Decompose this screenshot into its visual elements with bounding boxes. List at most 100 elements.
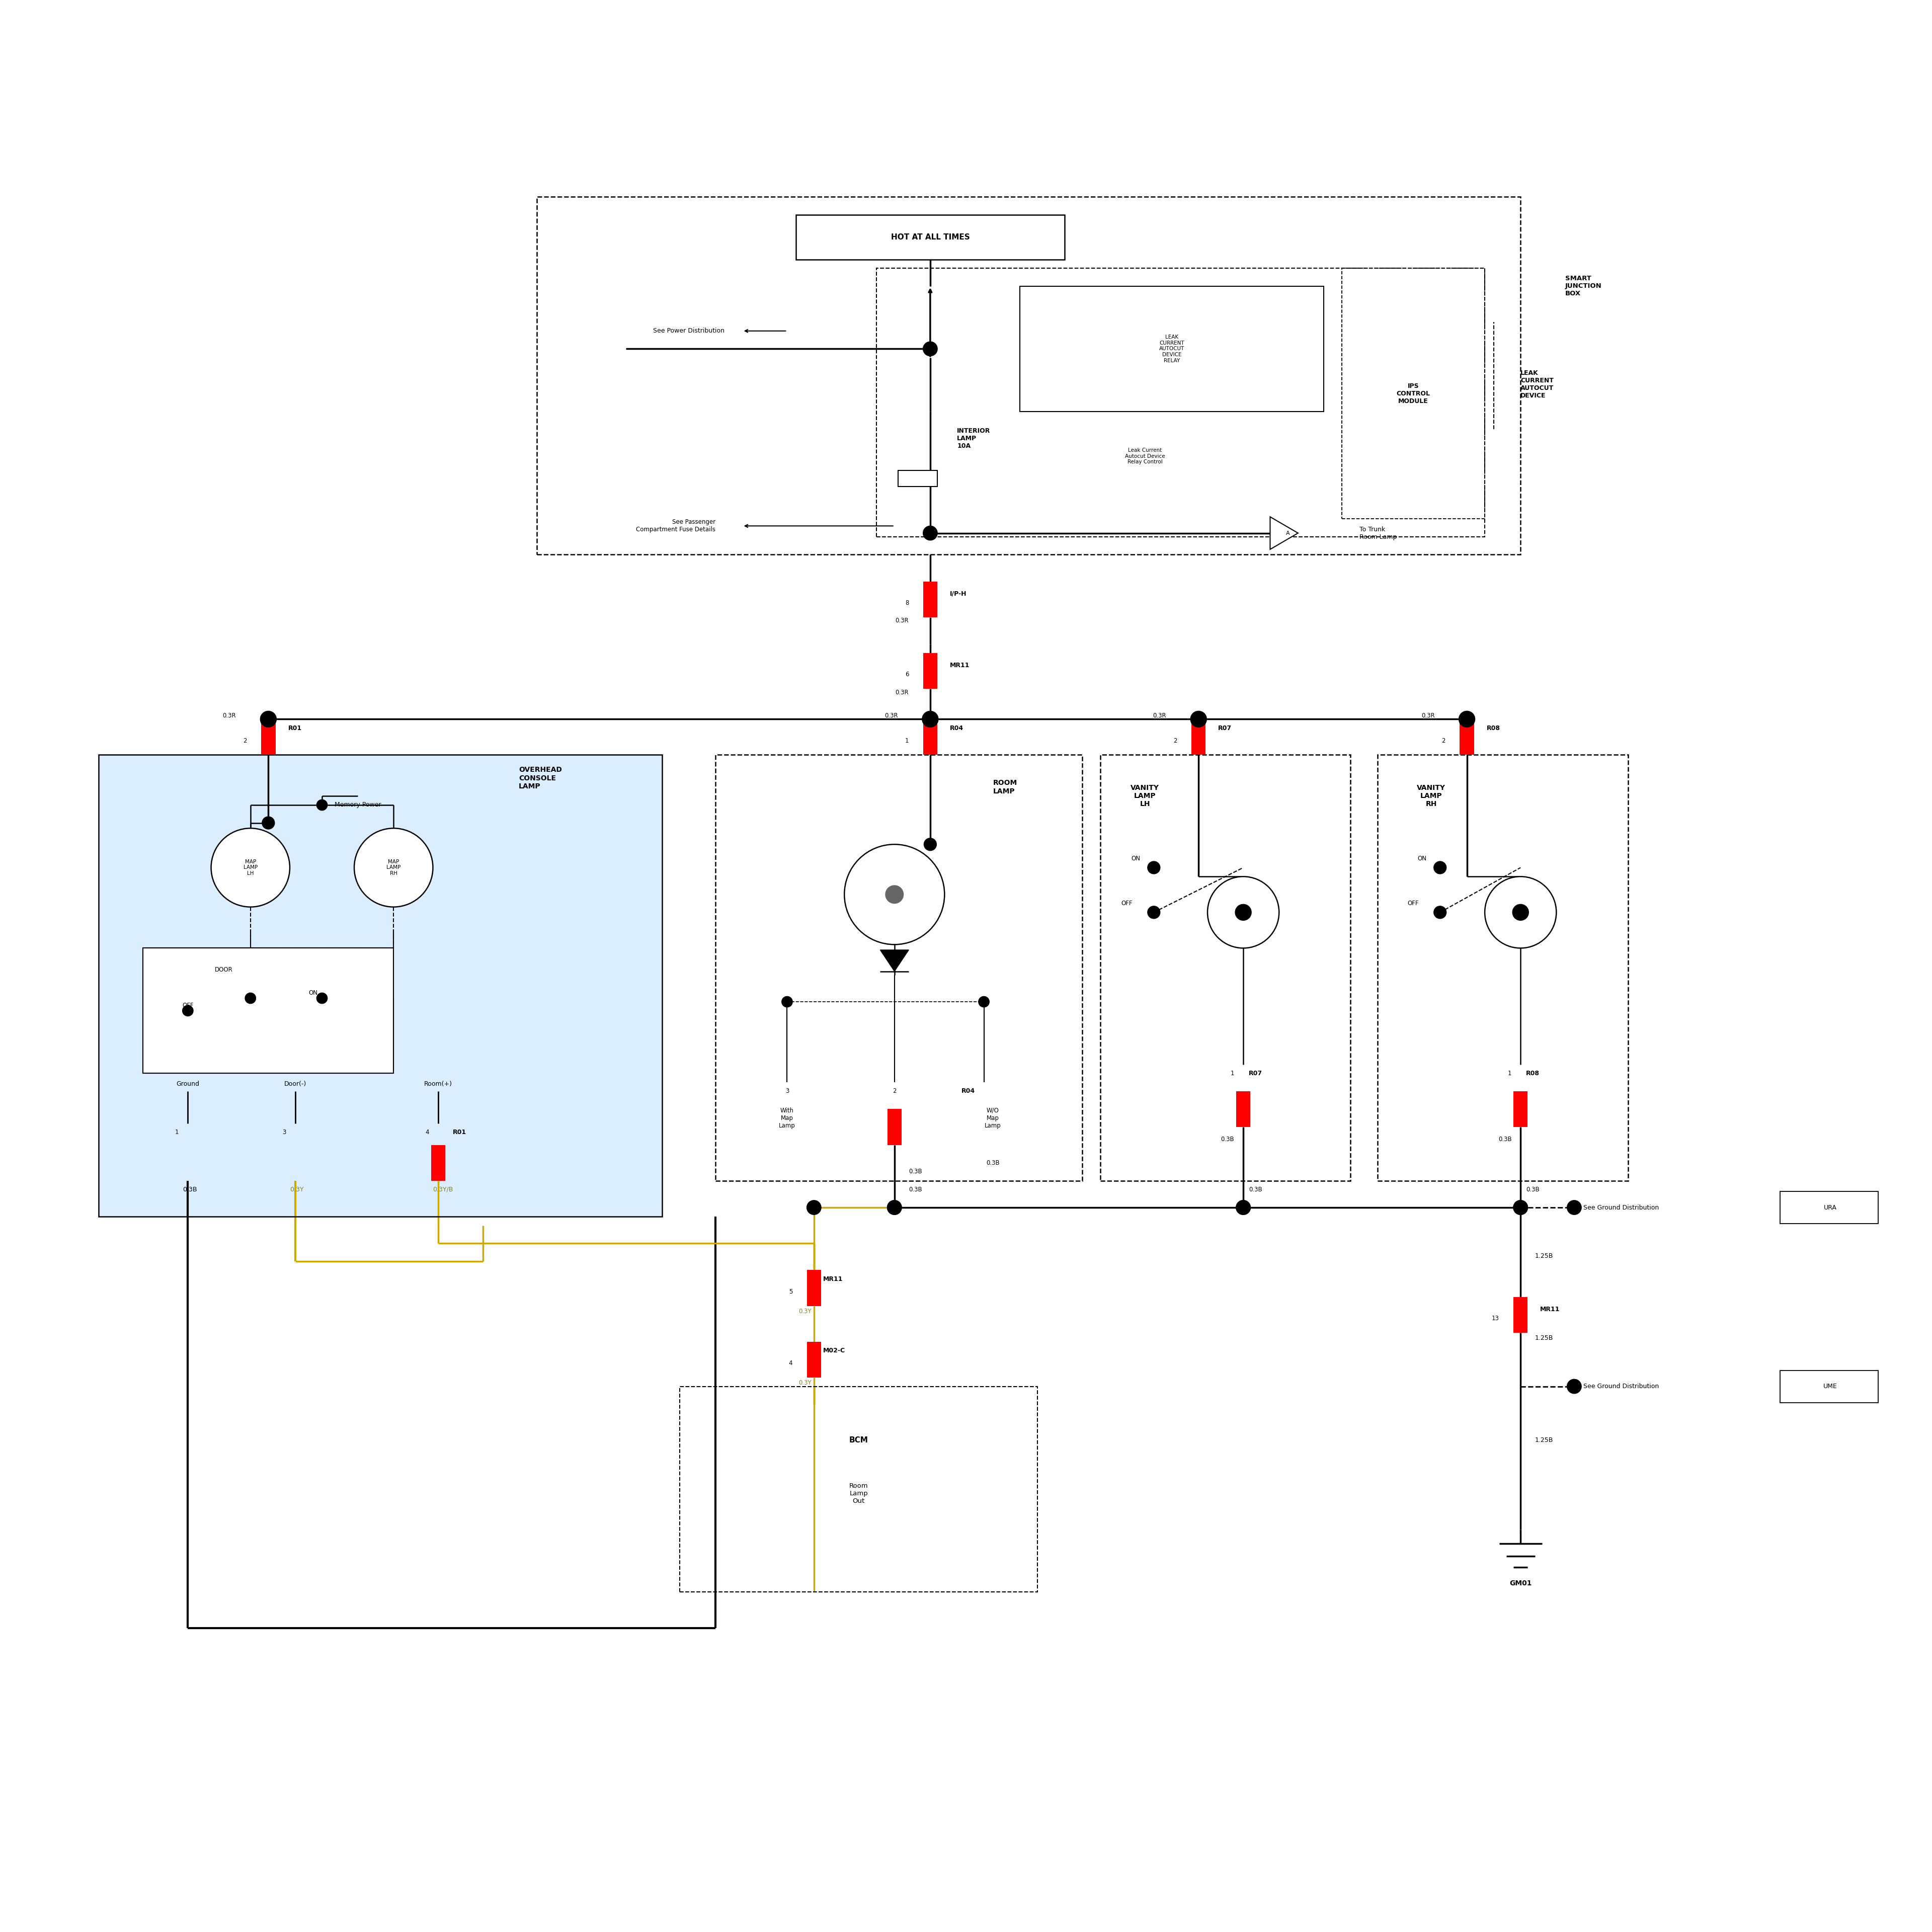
Text: 0.3B: 0.3B [985,1159,999,1167]
Bar [877,269,1486,537]
Circle shape [1236,1200,1250,1215]
Text: VANITY
LAMP
RH: VANITY LAMP RH [1416,784,1445,808]
Text: W/O
Map
Lamp: W/O Map Lamp [985,1107,1001,1128]
Circle shape [1148,862,1159,873]
Text: R04: R04 [962,1088,976,1095]
Circle shape [923,342,937,355]
Circle shape [263,817,274,829]
Circle shape [1486,877,1557,949]
Circle shape [317,993,327,1003]
Text: With
Map
Lamp: With Map Lamp [779,1107,796,1128]
Text: VANITY
LAMP
LH: VANITY LAMP LH [1130,784,1159,808]
Bar [1099,755,1350,1180]
Text: ON: ON [1418,856,1426,862]
Bar [143,949,394,1074]
Circle shape [887,1200,902,1215]
Text: R04: R04 [951,725,964,732]
Bar [1341,269,1486,520]
Text: 13: 13 [1492,1316,1499,1321]
Text: Door(-): Door(-) [284,1080,307,1088]
Text: OFF: OFF [182,1003,193,1009]
Text: 0.3R: 0.3R [1422,713,1435,719]
Text: 0.3B: 0.3B [1248,1186,1262,1192]
Text: See Ground Distribution: See Ground Distribution [1582,1383,1660,1389]
Text: URA: URA [1824,1204,1837,1211]
Text: See Passenger
Compartment Fuse Details: See Passenger Compartment Fuse Details [636,520,715,533]
Bar [898,471,937,487]
Text: 4: 4 [788,1360,792,1366]
Text: MR11: MR11 [951,663,970,668]
Bar [1513,1296,1528,1333]
Bar [99,755,663,1217]
Bar [1020,286,1323,412]
Text: R07: R07 [1219,725,1233,732]
Text: See Power Distribution: See Power Distribution [653,328,725,334]
Circle shape [887,1200,902,1215]
Circle shape [782,997,792,1007]
Text: 0.3Y: 0.3Y [290,1186,303,1192]
Text: 1: 1 [1507,1070,1511,1076]
Bar [680,1387,1037,1592]
Bar [1192,719,1206,755]
Text: LEAK
CURRENT
AUTOCUT
DEVICE
RELAY: LEAK CURRENT AUTOCUT DEVICE RELAY [1159,334,1184,363]
Text: See Ground Distribution: See Ground Distribution [1582,1204,1660,1211]
Text: 0.3Y/B: 0.3Y/B [433,1186,454,1192]
Circle shape [885,885,904,904]
Circle shape [978,997,989,1007]
Bar [796,214,1065,259]
Text: R08: R08 [1486,725,1499,732]
Text: 1: 1 [176,1128,180,1136]
Bar [715,755,1082,1180]
Text: BCM: BCM [850,1435,867,1443]
Circle shape [1434,906,1447,918]
Text: 3: 3 [282,1128,286,1136]
Bar [1779,1370,1878,1403]
Text: 6: 6 [904,670,908,678]
Text: MAP
LAMP
LH: MAP LAMP LH [243,860,257,875]
Text: DOOR: DOOR [214,966,232,974]
Bar [1378,755,1629,1180]
Text: 5: 5 [788,1289,792,1294]
Circle shape [1148,906,1159,918]
Text: Room(+): Room(+) [425,1080,452,1088]
Circle shape [844,844,945,945]
Polygon shape [881,951,908,972]
Text: R08: R08 [1526,1070,1540,1076]
Text: ON: ON [1132,856,1140,862]
Text: Memory Power: Memory Power [334,802,381,808]
Text: R01: R01 [288,725,301,732]
Bar [1461,719,1474,755]
Text: HOT AT ALL TIMES: HOT AT ALL TIMES [891,234,970,242]
Text: I/P-H: I/P-H [951,591,966,597]
Text: 0.3B: 0.3B [908,1169,922,1175]
Text: IPS
CONTROL
MODULE: IPS CONTROL MODULE [1397,383,1430,404]
Text: MR11: MR11 [1540,1306,1561,1312]
Circle shape [261,711,276,726]
Bar [261,719,276,755]
Polygon shape [1269,516,1298,549]
Circle shape [808,1200,821,1215]
Bar [923,719,937,755]
Circle shape [1235,904,1252,920]
Text: OVERHEAD
CONSOLE
LAMP: OVERHEAD CONSOLE LAMP [520,767,562,790]
Text: SMART
JUNCTION
BOX: SMART JUNCTION BOX [1565,276,1602,298]
Circle shape [211,829,290,906]
Circle shape [354,829,433,906]
Circle shape [922,711,939,726]
Text: 0.3B: 0.3B [1221,1136,1235,1144]
Text: MAP
LAMP
RH: MAP LAMP RH [386,860,400,875]
Text: 0.3R: 0.3R [1153,713,1167,719]
Text: OFF: OFF [1408,900,1418,906]
Text: GM01: GM01 [1509,1580,1532,1586]
Text: 0.3R: 0.3R [895,618,908,624]
Text: 0.3B: 0.3B [908,1186,922,1192]
Text: 0.3B: 0.3B [1526,1186,1540,1192]
Text: 2: 2 [1173,738,1177,744]
Circle shape [317,800,327,810]
Circle shape [1513,904,1528,920]
Circle shape [1513,1200,1528,1215]
Bar [537,197,1520,554]
Bar [923,653,937,688]
Text: R01: R01 [452,1128,466,1136]
Bar [808,1341,821,1378]
